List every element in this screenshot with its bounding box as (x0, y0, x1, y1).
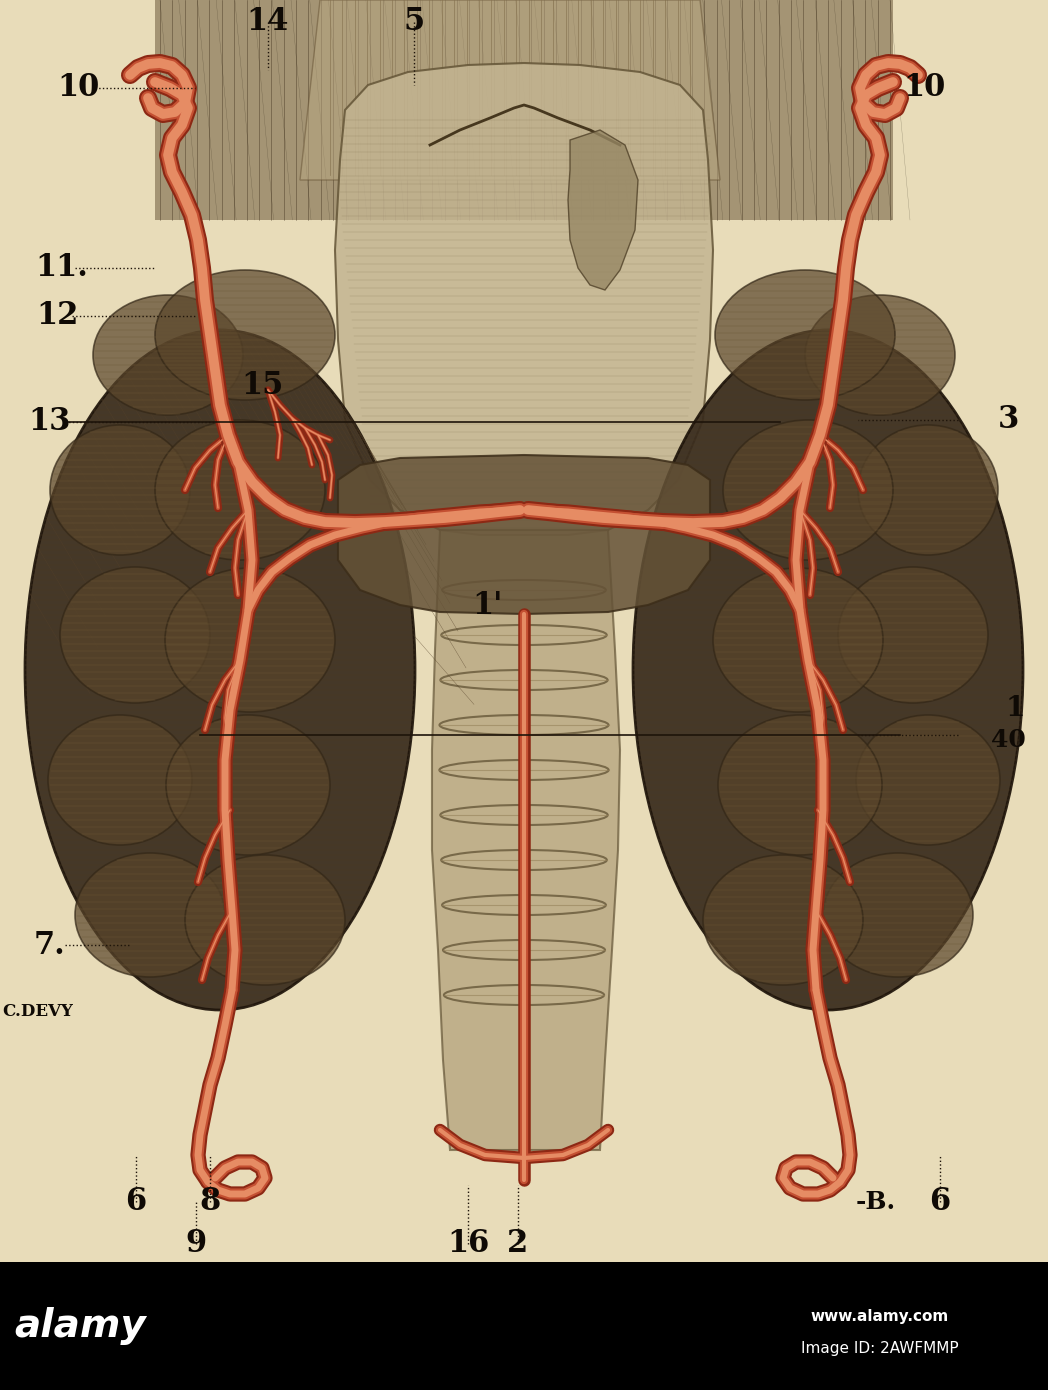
Text: 16: 16 (446, 1229, 489, 1259)
Ellipse shape (50, 425, 190, 555)
Text: 10: 10 (903, 72, 945, 103)
Text: 5: 5 (403, 7, 424, 38)
Ellipse shape (858, 425, 998, 555)
Ellipse shape (155, 420, 325, 560)
Bar (0, 1262, 1048, 1390)
Polygon shape (432, 530, 620, 1150)
Ellipse shape (723, 420, 893, 560)
Ellipse shape (75, 853, 225, 977)
Text: 9: 9 (185, 1229, 206, 1259)
Text: -B.: -B. (856, 1190, 896, 1213)
Text: 3: 3 (998, 404, 1019, 435)
Ellipse shape (823, 853, 973, 977)
Text: 13: 13 (28, 406, 71, 438)
Text: 15: 15 (241, 370, 283, 400)
Text: C.DEVY: C.DEVY (2, 1004, 73, 1020)
Text: 1': 1' (473, 589, 503, 620)
Ellipse shape (805, 295, 955, 416)
Polygon shape (300, 0, 720, 179)
Text: www.alamy.com: www.alamy.com (811, 1308, 949, 1323)
Text: 12: 12 (37, 300, 80, 331)
Ellipse shape (185, 855, 345, 986)
Text: 2: 2 (507, 1229, 528, 1259)
Text: 6: 6 (930, 1187, 951, 1218)
Polygon shape (155, 0, 893, 220)
Ellipse shape (715, 270, 895, 400)
Text: 40: 40 (990, 728, 1025, 752)
Ellipse shape (718, 714, 882, 855)
Ellipse shape (838, 567, 988, 703)
Ellipse shape (713, 569, 883, 712)
Ellipse shape (25, 329, 415, 1011)
Ellipse shape (165, 569, 335, 712)
Text: 8: 8 (199, 1187, 221, 1218)
Text: 11.: 11. (36, 253, 88, 284)
Ellipse shape (633, 329, 1023, 1011)
Text: 1: 1 (1005, 695, 1025, 721)
Text: 14: 14 (247, 7, 289, 38)
Text: alamy: alamy (14, 1307, 146, 1346)
Ellipse shape (155, 270, 335, 400)
Ellipse shape (166, 714, 330, 855)
Ellipse shape (856, 714, 1000, 845)
Polygon shape (335, 63, 713, 535)
Ellipse shape (93, 295, 243, 416)
Polygon shape (568, 131, 638, 291)
Text: 7.: 7. (35, 930, 66, 960)
Text: 6: 6 (126, 1187, 147, 1218)
Ellipse shape (60, 567, 210, 703)
Text: Image ID: 2AWFMMP: Image ID: 2AWFMMP (801, 1340, 959, 1355)
Ellipse shape (703, 855, 863, 986)
Ellipse shape (48, 714, 192, 845)
Polygon shape (339, 455, 709, 614)
Text: 10: 10 (57, 72, 100, 103)
